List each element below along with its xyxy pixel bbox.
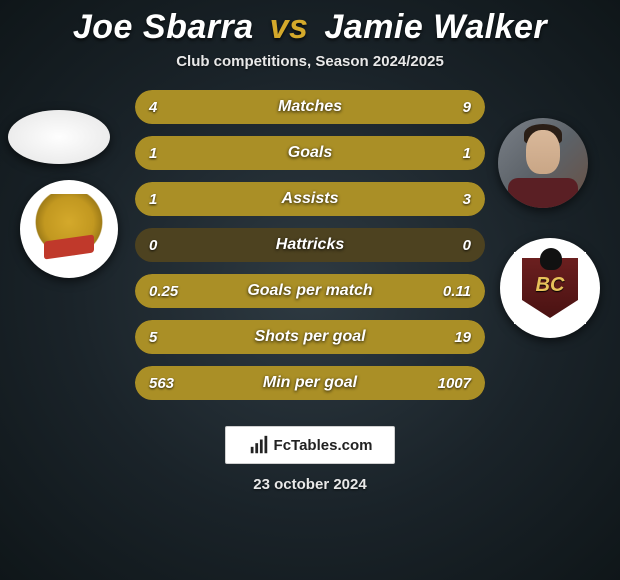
stat-row: 1 Goals 1 [135,136,485,170]
stat-label: Goals [288,144,332,162]
stat-row: 4 Matches 9 [135,90,485,124]
player2-name: Jamie Walker [324,8,547,46]
player1-photo [8,110,110,164]
stat-left-value: 4 [149,99,189,116]
stat-right-value: 1 [431,145,471,162]
stat-left-value: 1 [149,191,189,208]
footer-date: 23 october 2024 [0,476,620,493]
vs-text: vs [270,8,309,46]
player1-club-crest [20,180,118,278]
comparison-title: Joe Sbarra vs Jamie Walker [0,8,620,47]
player2-club-crest: BC [500,238,600,338]
stat-label: Goals per match [247,282,372,300]
chart-icon [248,434,270,456]
stat-label: Min per goal [263,374,357,392]
stat-row: 5 Shots per goal 19 [135,320,485,354]
brand-text: FcTables.com [274,437,373,454]
stat-right-value: 0.11 [431,283,471,300]
stat-label: Hattricks [276,236,344,254]
stat-row: 563 Min per goal 1007 [135,366,485,400]
bradford-crest-icon: BC [514,252,586,324]
stat-label: Matches [278,98,342,116]
stats-table: 4 Matches 9 1 Goals 1 1 Assists 3 0 Hattricks 0 0.25… [135,90,485,400]
stat-left-value: 1 [149,145,189,162]
stat-right-value: 1007 [431,375,471,392]
stat-right-value: 0 [431,237,471,254]
stat-left-value: 0.25 [149,283,189,300]
stat-right-value: 19 [431,329,471,346]
stat-row: 0 Hattricks 0 [135,228,485,262]
player2-photo [498,118,588,208]
stat-left-value: 0 [149,237,189,254]
stat-left-value: 5 [149,329,189,346]
stat-right-value: 3 [431,191,471,208]
doncaster-crest-icon [34,194,104,264]
stat-label: Assists [282,190,339,208]
subtitle: Club competitions, Season 2024/2025 [0,53,620,70]
stat-row: 1 Assists 3 [135,182,485,216]
stat-left-value: 563 [149,375,189,392]
player1-name: Joe Sbarra [73,8,254,46]
stat-right-value: 9 [431,99,471,116]
stat-label: Shots per goal [254,328,365,346]
brand-badge: FcTables.com [225,426,395,464]
stat-row: 0.25 Goals per match 0.11 [135,274,485,308]
